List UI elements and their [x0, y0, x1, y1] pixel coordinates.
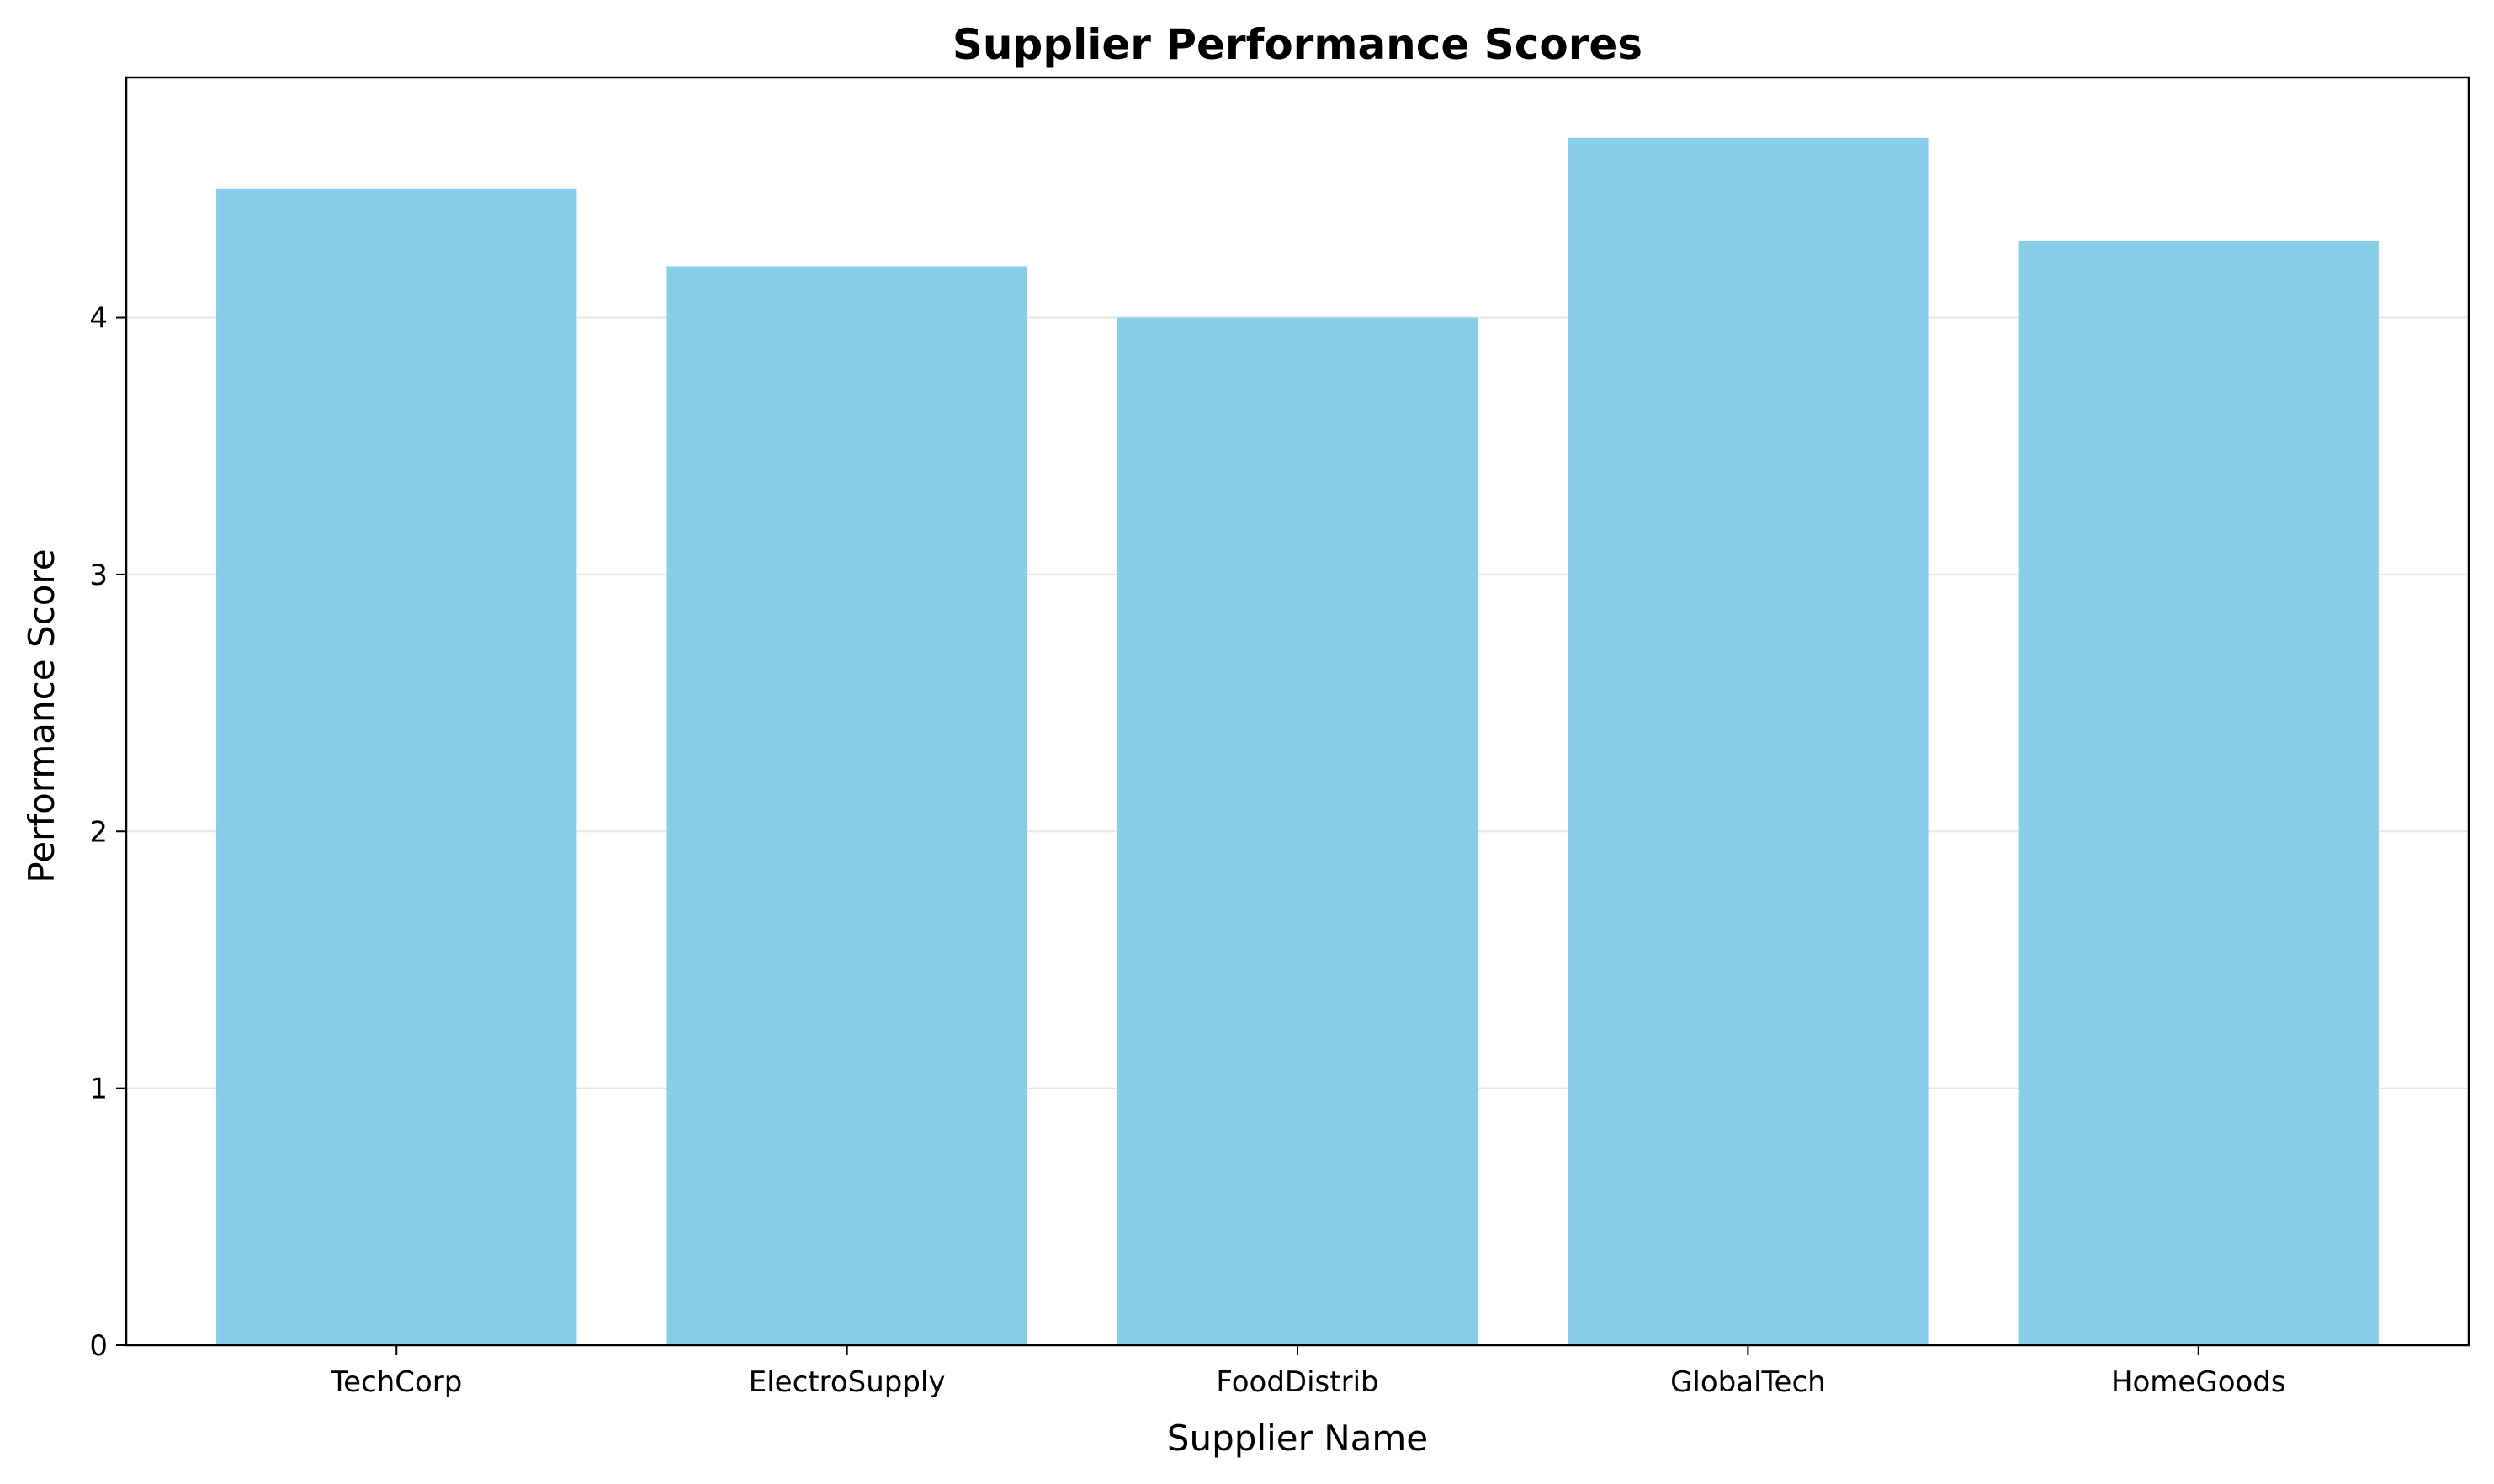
x-tick-label: TechCorp — [330, 1365, 462, 1399]
y-tick-label: 1 — [89, 1073, 108, 1106]
x-tick-label: FoodDistrib — [1216, 1365, 1378, 1399]
y-axis-label: Performance Score — [21, 549, 62, 882]
bar-electrosupply — [666, 266, 1027, 1346]
y-tick-label: 4 — [89, 302, 108, 336]
x-tick-label: GlobalTech — [1670, 1365, 1826, 1399]
bar-techcorp — [216, 188, 577, 1346]
x-tick-label: ElectroSupply — [749, 1365, 946, 1399]
bar-fooddistrib — [1117, 317, 1478, 1346]
x-tick-label: HomeGoods — [2111, 1365, 2286, 1399]
x-axis-label: Supplier Name — [1167, 1418, 1428, 1459]
chart-title: Supplier Performance Scores — [952, 20, 1642, 69]
bar-homegoods — [2018, 240, 2379, 1346]
y-tick-label: 0 — [89, 1329, 108, 1363]
bar-globaltech — [1568, 137, 1929, 1345]
bars — [216, 137, 2379, 1346]
y-axis-ticks: 0 1 2 3 4 — [89, 302, 126, 1363]
x-axis-ticks: TechCorp ElectroSupply FoodDistrib GlobalTe… — [330, 1345, 2286, 1399]
y-tick-label: 2 — [89, 815, 108, 849]
y-tick-label: 3 — [89, 559, 108, 592]
